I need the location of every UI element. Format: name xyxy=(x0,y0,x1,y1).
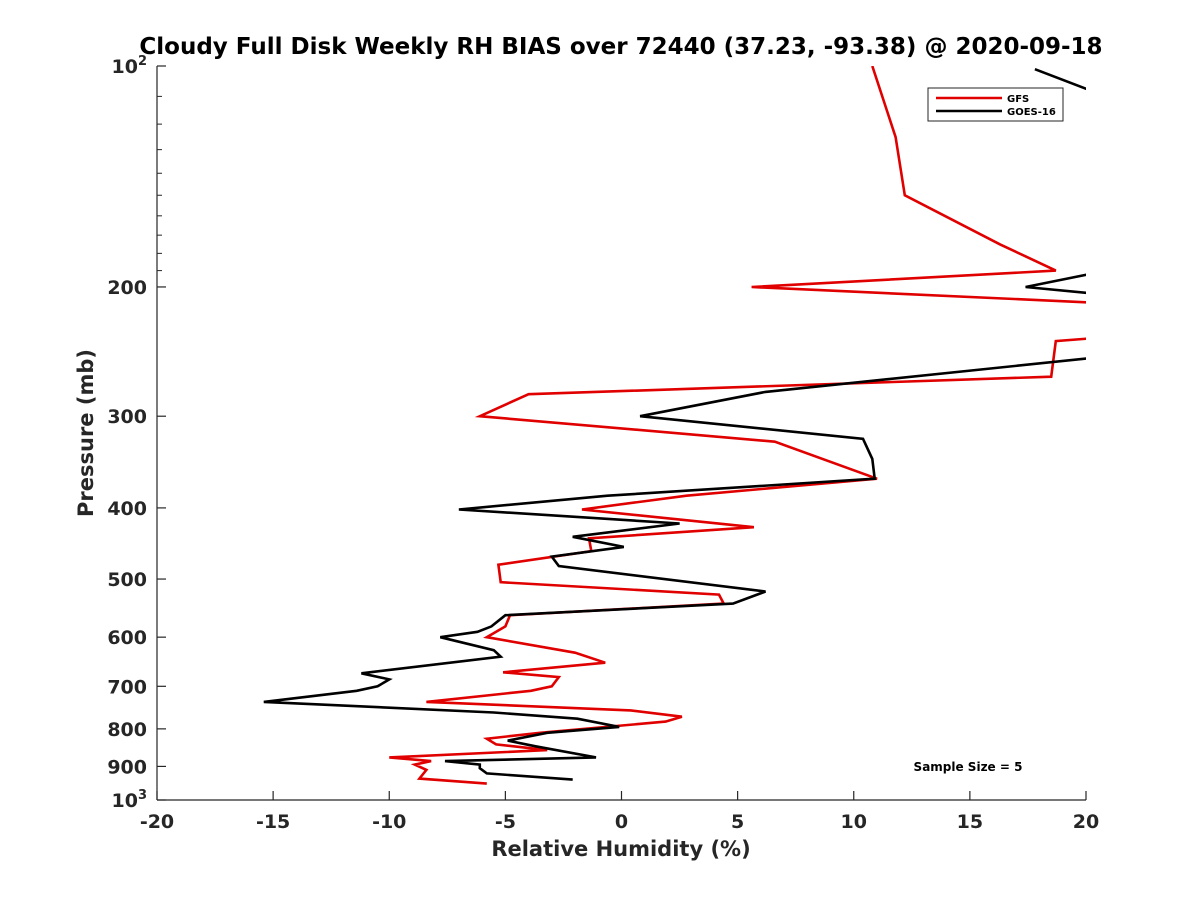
x-tick-label: -10 xyxy=(372,811,406,833)
y-tick-label: 103 xyxy=(112,788,148,812)
series-line-goes-16 xyxy=(1025,273,1086,295)
x-axis-label: Relative Humidity (%) xyxy=(491,837,750,861)
series-layer xyxy=(263,66,1086,785)
y-axis-label: Pressure (mb) xyxy=(74,349,98,517)
y-tick-label: 600 xyxy=(107,627,147,649)
y-tick-label: 500 xyxy=(107,569,147,591)
y-axis-ticks: 102 200 300 400 500 600 700 800 900 103 xyxy=(107,54,166,812)
x-tick-label: 20 xyxy=(1073,811,1099,833)
y-tick-label: 300 xyxy=(107,406,147,428)
x-tick-label: -15 xyxy=(256,811,290,833)
series-line-goes-16 xyxy=(1034,67,1086,91)
y-tick-label: 800 xyxy=(107,719,147,741)
series-line-gfs xyxy=(389,337,1086,785)
x-tick-label: 5 xyxy=(731,811,744,833)
legend-box xyxy=(927,87,1064,122)
chart-title: Cloudy Full Disk Weekly RH BIAS over 724… xyxy=(139,34,1102,60)
x-tick-label: 0 xyxy=(615,811,628,833)
y-tick-label: 700 xyxy=(107,676,147,698)
legend-label: GFS xyxy=(1007,94,1029,105)
y-tick-label: 400 xyxy=(107,498,147,520)
y-tick-label: 102 xyxy=(112,54,148,78)
x-tick-label: 10 xyxy=(841,811,867,833)
x-tick-label: -5 xyxy=(495,811,516,833)
axes xyxy=(156,66,1086,801)
x-axis-ticks: -20 -15 -10 -5 0 5 10 15 20 xyxy=(140,791,1099,833)
y-tick-label: 900 xyxy=(107,756,147,778)
x-tick-label: 15 xyxy=(957,811,983,833)
legend-label: GOES-16 xyxy=(1007,107,1056,118)
series-line-goes-16 xyxy=(263,357,1086,781)
y-tick-label: 200 xyxy=(107,277,147,299)
sample-size-annotation: Sample Size = 5 xyxy=(914,760,1023,774)
x-tick-label: -20 xyxy=(140,811,174,833)
series-line-gfs xyxy=(751,66,1086,304)
legend: GFS GOES-16 xyxy=(927,87,1064,122)
